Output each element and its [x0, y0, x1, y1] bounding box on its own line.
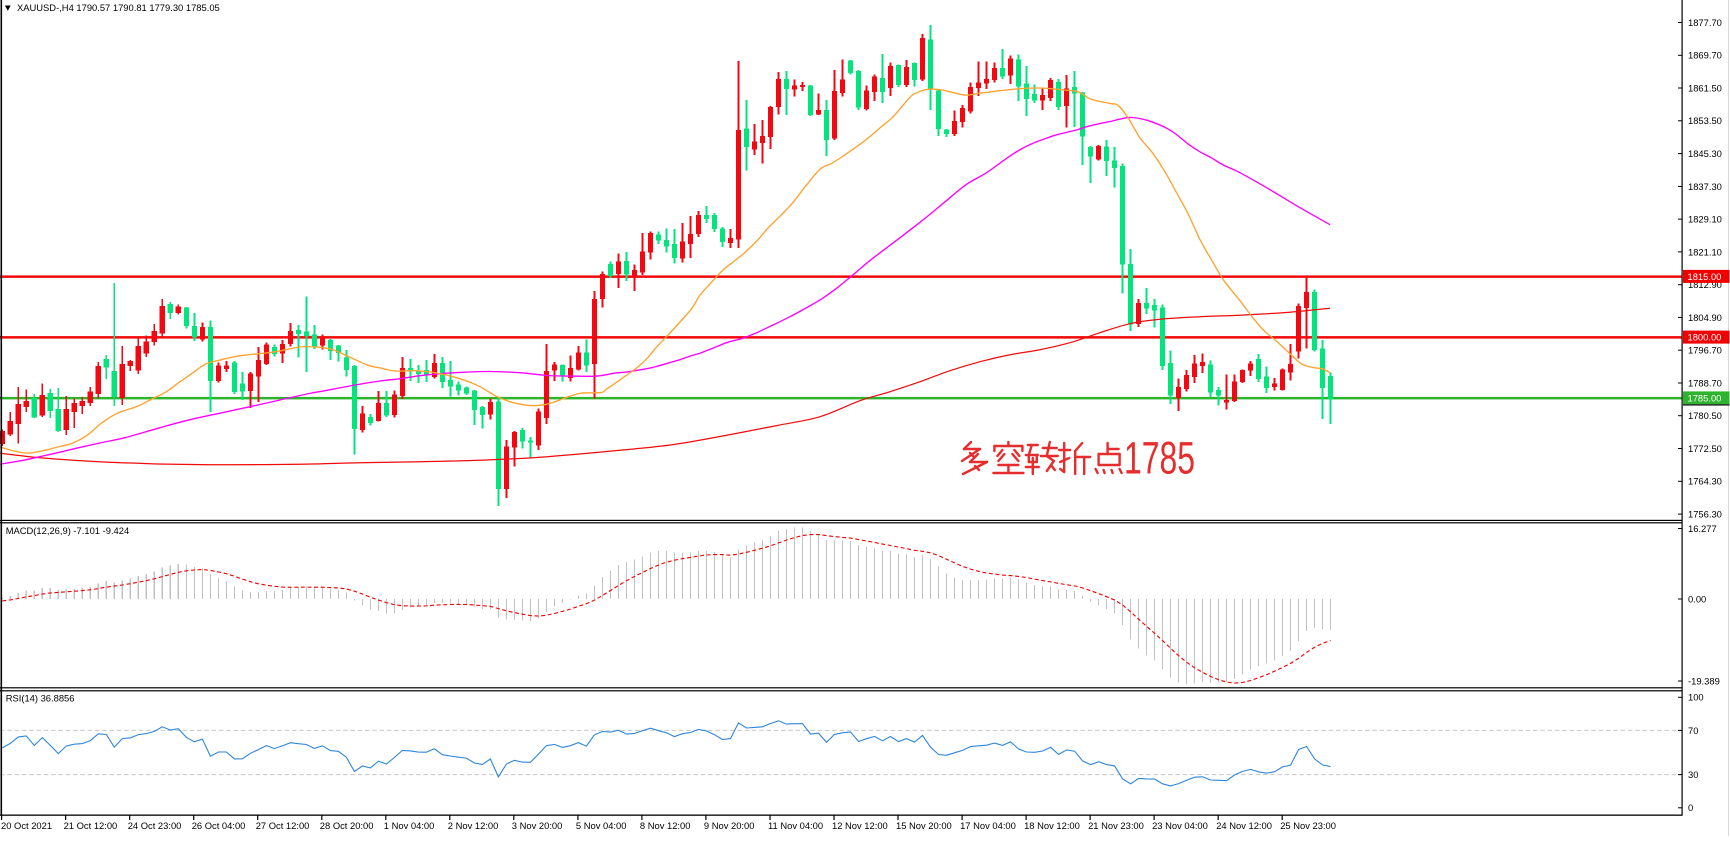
svg-text:18 Nov 12:00: 18 Nov 12:00	[1024, 820, 1080, 831]
svg-text:RSI(14) 36.8856: RSI(14) 36.8856	[6, 693, 75, 704]
svg-text:15 Nov 20:00: 15 Nov 20:00	[896, 820, 952, 831]
svg-text:1756.30: 1756.30	[1688, 509, 1722, 520]
svg-text:1869.70: 1869.70	[1688, 50, 1722, 61]
svg-text:1853.50: 1853.50	[1688, 115, 1722, 126]
svg-text:3 Nov 20:00: 3 Nov 20:00	[512, 820, 563, 831]
svg-text:12 Nov 12:00: 12 Nov 12:00	[832, 820, 888, 831]
svg-text:8 Nov 12:00: 8 Nov 12:00	[640, 820, 691, 831]
svg-text:1800.00: 1800.00	[1688, 332, 1722, 343]
svg-text:21 Nov 23:00: 21 Nov 23:00	[1088, 820, 1144, 831]
svg-text:1845.30: 1845.30	[1688, 148, 1722, 159]
svg-text:20 Oct 2021: 20 Oct 2021	[1, 820, 52, 831]
svg-text:2 Nov 12:00: 2 Nov 12:00	[448, 820, 499, 831]
svg-text:11 Nov 04:00: 11 Nov 04:00	[768, 820, 823, 831]
svg-text:27 Oct 12:00: 27 Oct 12:00	[256, 820, 310, 831]
svg-text:23 Nov 04:00: 23 Nov 04:00	[1152, 820, 1208, 831]
svg-text:5 Nov 04:00: 5 Nov 04:00	[576, 820, 627, 831]
svg-text:70: 70	[1688, 725, 1698, 736]
svg-text:1812.90: 1812.90	[1688, 279, 1722, 290]
svg-text:26 Oct 04:00: 26 Oct 04:00	[192, 820, 246, 831]
svg-text:1785.00: 1785.00	[1688, 392, 1722, 403]
svg-text:1821.10: 1821.10	[1688, 246, 1722, 257]
svg-text:30: 30	[1688, 769, 1698, 780]
svg-text:1764.30: 1764.30	[1688, 476, 1722, 487]
svg-text:1829.10: 1829.10	[1688, 214, 1722, 225]
svg-text:28 Oct 20:00: 28 Oct 20:00	[320, 820, 374, 831]
svg-text:100: 100	[1688, 692, 1704, 703]
svg-text:-19.389: -19.389	[1688, 675, 1720, 686]
svg-text:16.277: 16.277	[1688, 523, 1717, 534]
svg-text:1804.90: 1804.90	[1688, 312, 1722, 323]
svg-text:1788.70: 1788.70	[1688, 377, 1722, 388]
svg-text:0.00: 0.00	[1688, 593, 1706, 604]
svg-text:XAUUSD-,H4 1790.57 1790.81 17: XAUUSD-,H4 1790.57 1790.81 1779.30 1785.…	[17, 2, 220, 13]
svg-text:1815.00: 1815.00	[1688, 271, 1722, 282]
svg-text:1785: 1785	[1124, 433, 1195, 484]
svg-text:1 Nov 04:00: 1 Nov 04:00	[384, 820, 435, 831]
svg-text:17 Nov 04:00: 17 Nov 04:00	[960, 820, 1016, 831]
svg-text:24 Oct 23:00: 24 Oct 23:00	[128, 820, 182, 831]
svg-text:1837.30: 1837.30	[1688, 181, 1722, 192]
svg-text:9 Nov 20:00: 9 Nov 20:00	[704, 820, 755, 831]
svg-text:MACD(12,26,9) -7.101 -9.424: MACD(12,26,9) -7.101 -9.424	[6, 525, 130, 536]
svg-text:1796.70: 1796.70	[1688, 345, 1722, 356]
svg-text:1861.50: 1861.50	[1688, 82, 1722, 93]
svg-text:1877.70: 1877.70	[1688, 17, 1722, 28]
svg-text:24 Nov 12:00: 24 Nov 12:00	[1216, 820, 1272, 831]
svg-text:1772.50: 1772.50	[1688, 443, 1722, 454]
svg-text:1780.50: 1780.50	[1688, 410, 1722, 421]
svg-text:21 Oct 12:00: 21 Oct 12:00	[64, 820, 118, 831]
svg-text:0: 0	[1688, 802, 1693, 813]
svg-text:25 Nov 23:00: 25 Nov 23:00	[1280, 820, 1336, 831]
